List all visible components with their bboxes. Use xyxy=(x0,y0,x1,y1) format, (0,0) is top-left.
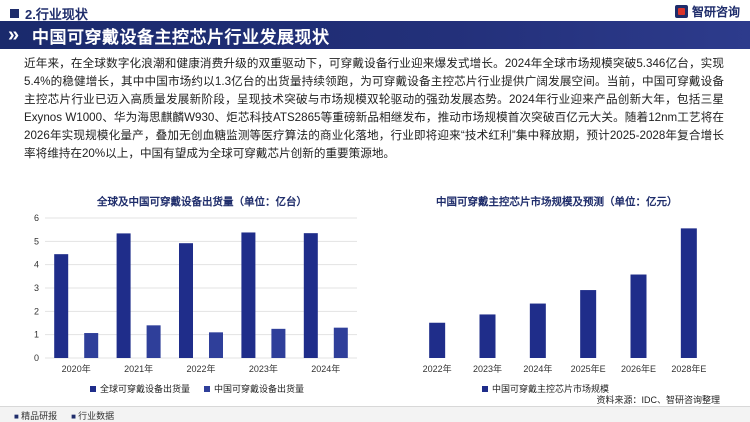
chart2-legend-market: 中国可穿戴主控芯片市场规模 xyxy=(482,382,609,395)
legend-swatch xyxy=(482,385,488,392)
y-tick-label: 2 xyxy=(34,306,39,316)
bar-global xyxy=(241,232,256,358)
bar-global xyxy=(116,233,131,358)
x-tick-label: 2023年 xyxy=(249,363,278,374)
x-tick-label: 2026年E xyxy=(621,363,656,374)
bar-china xyxy=(271,328,286,358)
page-title: 中国可穿戴设备主控芯片行业发展现状 xyxy=(32,27,330,47)
bar-market-size xyxy=(680,228,697,358)
legend-swatch xyxy=(204,385,211,392)
footer-bar: 精品研报 行业数据 xyxy=(0,406,750,422)
x-tick-label: 2023年 xyxy=(473,363,502,374)
chart1-legend-china: 中国可穿戴设备出货量 xyxy=(204,382,304,395)
bar-china xyxy=(84,333,99,358)
bar-market-size xyxy=(529,303,546,358)
section-label: 2.行业现状 xyxy=(25,7,88,22)
chart2-market-size: 2022年 2023年 2024年 2025年E 2026年E 2028年E xyxy=(423,228,706,374)
chart2-legend: 中国可穿戴主控芯片市场规模 xyxy=(482,382,609,395)
x-tick-label: 2022年 xyxy=(423,363,452,374)
x-tick-label: 2021年 xyxy=(124,363,153,374)
bar-china xyxy=(146,325,161,358)
bar-global xyxy=(179,243,193,358)
x-tick-label: 2020年 xyxy=(62,363,91,374)
y-tick-label: 5 xyxy=(34,236,39,246)
bar-china xyxy=(209,332,223,358)
brand-logo: 智研咨询 xyxy=(674,3,740,20)
section-square-icon xyxy=(10,9,19,18)
brand-logo-text: 智研咨询 xyxy=(691,5,740,19)
footer-links: 精品研报 行业数据 xyxy=(14,409,114,422)
y-tick-label: 3 xyxy=(34,283,39,293)
bar-market-size xyxy=(479,314,496,358)
bar-global xyxy=(54,254,69,358)
bar-china xyxy=(333,327,348,358)
y-tick-label: 4 xyxy=(34,260,39,270)
footer-item-data[interactable]: 行业数据 xyxy=(71,409,114,422)
double-chevron-icon xyxy=(8,21,28,49)
bar-global xyxy=(303,233,318,358)
section-tag: 2.行业现状 xyxy=(10,4,88,23)
y-tick-label: 0 xyxy=(34,353,39,363)
x-tick-label: 2024年 xyxy=(523,363,552,374)
legend-swatch xyxy=(90,385,96,392)
legend-label: 中国可穿戴设备出货量 xyxy=(214,384,305,394)
chart1-shipments: 0 1 2 3 4 5 6 2020年 2021年 2022年 2023年 2024年 xyxy=(34,213,357,374)
y-tick-label: 1 xyxy=(34,330,39,340)
x-tick-label: 2024年 xyxy=(311,363,340,374)
footer-item-reports[interactable]: 精品研报 xyxy=(14,409,57,422)
bar-market-size xyxy=(580,290,597,358)
brand-logo-icon xyxy=(674,5,688,18)
bar-market-size xyxy=(630,274,647,358)
title-bar: 中国可穿戴设备主控芯片行业发展现状 xyxy=(0,21,750,49)
chart1-title: 全球及中国可穿戴设备出货量（单位：亿台） xyxy=(97,196,307,208)
data-source: 资料来源：IDC、智研咨询整理 xyxy=(596,395,720,405)
x-tick-label: 2022年 xyxy=(186,363,215,374)
body-paragraph: 近年来，在全球数字化浪潮和健康消费升级的双重驱动下，可穿戴设备行业迎来爆发式增长… xyxy=(24,57,724,161)
x-tick-label: 2025年E xyxy=(571,363,606,374)
x-tick-label: 2028年E xyxy=(671,363,706,374)
y-tick-label: 6 xyxy=(34,213,39,223)
bar-market-size xyxy=(429,322,446,358)
legend-label: 全球可穿戴设备出货量 xyxy=(100,384,191,394)
chart1-legend: 全球可穿戴设备出货量 中国可穿戴设备出货量 xyxy=(90,382,304,395)
chart1-legend-global: 全球可穿戴设备出货量 xyxy=(90,382,190,395)
chart2-title: 中国可穿戴主控芯片市场规模及预测（单位：亿元） xyxy=(436,196,678,208)
legend-label: 中国可穿戴主控芯片市场规模 xyxy=(492,384,610,394)
